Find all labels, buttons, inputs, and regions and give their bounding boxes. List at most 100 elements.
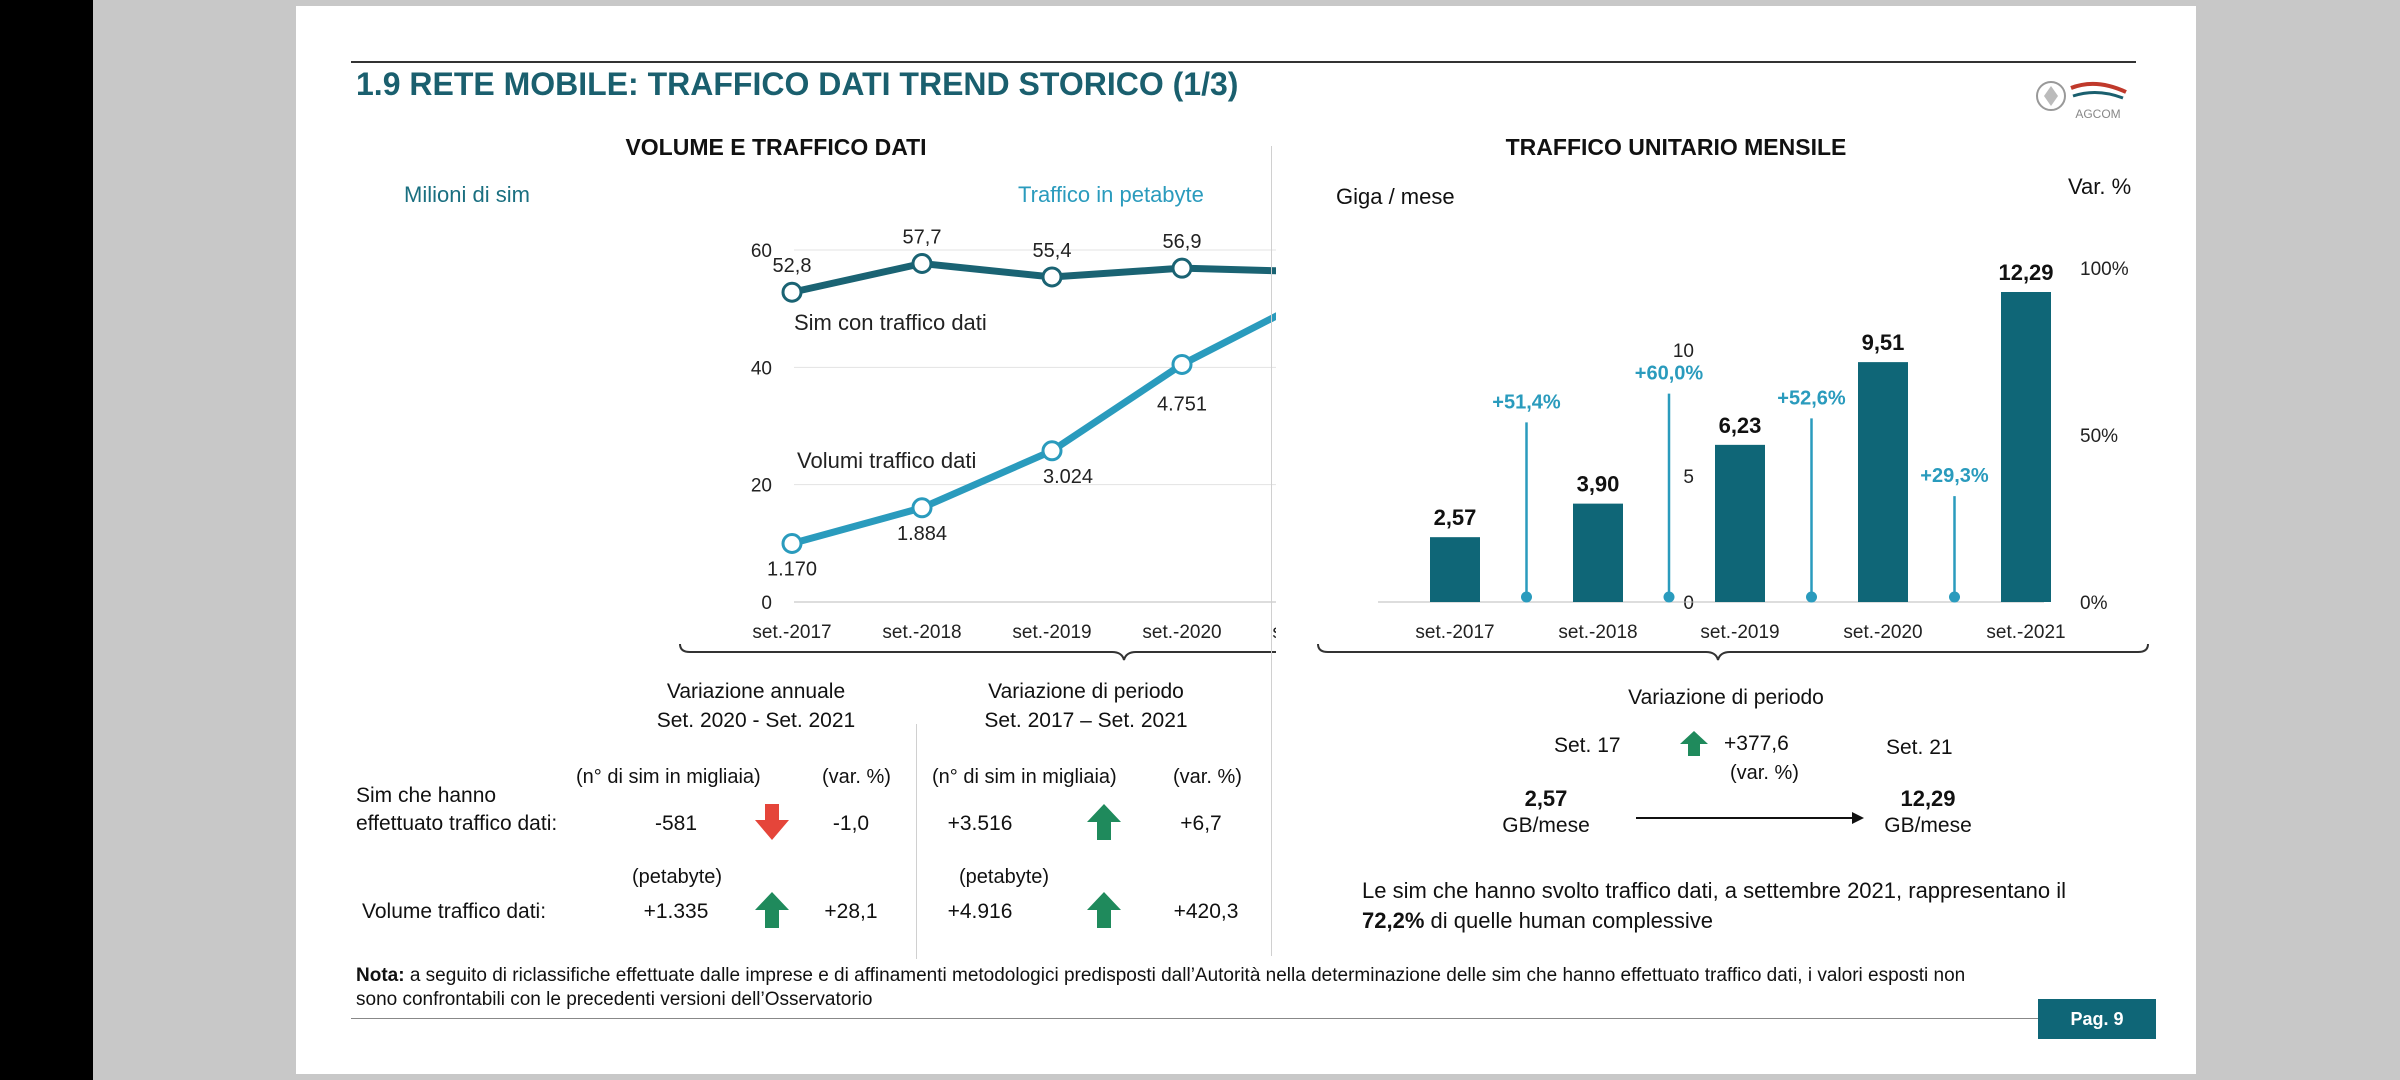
series-label-sim: Sim con traffico dati [794, 310, 987, 335]
top-rule [351, 61, 2136, 63]
end-unit: GB/mese [1884, 814, 1972, 837]
x-tick-label: set.-2018 [882, 622, 961, 643]
bar-value-label: 12,29 [1998, 260, 2053, 285]
unit-var-period: (var. %) [1173, 766, 1242, 788]
bar [1430, 537, 1480, 602]
agcom-logo: AGCOM [2036, 81, 2127, 121]
arrow-right-icon [1636, 812, 1864, 824]
bar-value-label: 6,23 [1719, 413, 1762, 438]
left-tick-label: 40 [751, 358, 772, 379]
annual-vol-pct: +28,1 [824, 900, 878, 923]
page-title: 1.9 RETE MOBILE: TRAFFICO DATI TREND STO… [356, 66, 1239, 102]
right-axis-title: Traffico in petabyte [1018, 182, 1204, 207]
left-tick-label: 0 [1683, 593, 1694, 614]
data-point-volume [1171, 353, 1193, 375]
x-tick-label: set.-2021 [1986, 622, 2065, 643]
x-tick-label: set.-2020 [1843, 622, 1922, 643]
variation-label: +60,0% [1635, 363, 1704, 385]
unit-var-annual: (var. %) [822, 766, 891, 788]
data-label-volume: 1.884 [897, 523, 947, 545]
x-tick-label: set.-2019 [1700, 622, 1779, 643]
bar-value-label: 9,51 [1862, 330, 1905, 355]
arrow-up-icon [1680, 731, 1708, 756]
unit-sim-period: (n° di sim in migliaia) [932, 766, 1117, 788]
right-left-axis-title: Giga / mese [1336, 184, 1455, 209]
x-tick-label: set.-2019 [1012, 622, 1091, 643]
data-point-volume [1041, 440, 1063, 462]
period-sim-value: +3.516 [947, 812, 1013, 835]
right-tick-label: 50% [2080, 426, 2118, 447]
variation-label: +52,6% [1777, 387, 1846, 409]
vertical-divider [1271, 146, 1272, 956]
unit-sim-annual: (n° di sim in migliaia) [576, 766, 761, 788]
row-sim-label-2: effettuato traffico dati: [356, 812, 558, 835]
bar-chart: 05100%50%100%2,57set.-20173,90set.-20186… [1317, 259, 2149, 661]
emblem-icon [2036, 81, 2066, 111]
data-label-sim: 55,4 [1033, 240, 1072, 262]
data-point-sim [1171, 257, 1193, 279]
right-section-title: TRAFFICO UNITARIO MENSILE [1505, 134, 1847, 160]
var-annual-title: Variazione annuale [666, 680, 846, 703]
x-tick-label: set.-2017 [752, 622, 831, 643]
var-unit: (var. %) [1730, 762, 1799, 784]
variation-dot [1806, 591, 1817, 603]
start-value: 2,57 [1524, 786, 1568, 811]
arrow-down-icon [755, 804, 789, 840]
svg-text:AGCOM: AGCOM [2075, 107, 2120, 121]
left-tick-label: 5 [1683, 467, 1694, 488]
bar-value-label: 2,57 [1434, 505, 1477, 530]
data-label-volume: 1.170 [767, 559, 817, 581]
series-line-sim [791, 259, 1276, 296]
left-axis-title: Milioni di sim [404, 182, 530, 207]
x-tick-label: set.-2017 [1415, 622, 1494, 643]
page-number: Pag. 9 [2038, 999, 2156, 1039]
data-point-volume [781, 533, 803, 554]
left-tick-label: 60 [751, 241, 772, 262]
slide: 1.9 RETE MOBILE: TRAFFICO DATI TREND STO… [296, 6, 2196, 1074]
bar [1858, 362, 1908, 602]
data-point-sim [911, 252, 933, 274]
axis-brace [1317, 643, 2149, 661]
data-point-volume [911, 497, 933, 519]
var-value: +377,6 [1724, 732, 1789, 755]
right-right-axis-title: Var. % [2068, 174, 2132, 199]
data-label-sim: 52,8 [773, 255, 812, 277]
data-label-sim: 56,9 [1163, 231, 1202, 253]
period-vol-pct: +420,3 [1173, 900, 1239, 923]
bar [1573, 503, 1623, 602]
arrow-up-icon [1087, 892, 1121, 928]
line-chart: 020406001.5003.0004.5006.000set.-2017set… [679, 226, 1276, 661]
set17-label: Set. 17 [1554, 734, 1621, 757]
left-tick-label: 0 [761, 593, 772, 614]
variation-dot [1663, 591, 1675, 603]
series-label-volume: Volumi traffico dati [797, 448, 976, 473]
start-unit: GB/mese [1502, 814, 1590, 837]
set21-label: Set. 21 [1886, 736, 1953, 759]
variation-dot [1949, 591, 1960, 603]
right-note-line2: 72,2% di quelle human complessive [1362, 908, 1713, 933]
annual-sim-pct: -1,0 [832, 812, 870, 835]
right-var-title: Variazione di periodo [1628, 686, 1824, 709]
period-vol-value: +4.916 [947, 900, 1013, 923]
data-label-sim: 57,7 [903, 226, 942, 248]
row-sim-label-1: Sim che hanno [356, 784, 497, 807]
bar-value-label: 3,90 [1577, 472, 1620, 497]
left-black-band [0, 0, 93, 1080]
unit-pb-annual: (petabyte) [632, 866, 723, 888]
arrow-up-icon [755, 892, 789, 928]
bar [1715, 444, 1765, 602]
variation-dot [1521, 591, 1532, 603]
right-tick-label: 100% [2080, 259, 2129, 280]
right-note-line1: Le sim che hanno svolto traffico dati, a… [1362, 878, 2067, 903]
annual-vol-value: +1.335 [643, 900, 709, 923]
right-tick-label: 0% [2080, 593, 2108, 614]
period-sim-pct: +6,7 [1180, 812, 1222, 835]
var-annual-period: Set. 2020 - Set. 2021 [656, 709, 856, 732]
bar [2001, 292, 2051, 602]
row-vol-label: Volume traffico dati: [362, 900, 547, 923]
var-period-period: Set. 2017 – Set. 2021 [984, 709, 1188, 732]
footnote: Nota: a seguito di riclassifiche effettu… [356, 965, 1966, 1010]
x-tick-label: set.-2021 [1272, 622, 1276, 643]
data-label-volume: 3.024 [1043, 466, 1093, 488]
data-point-sim [781, 281, 803, 303]
